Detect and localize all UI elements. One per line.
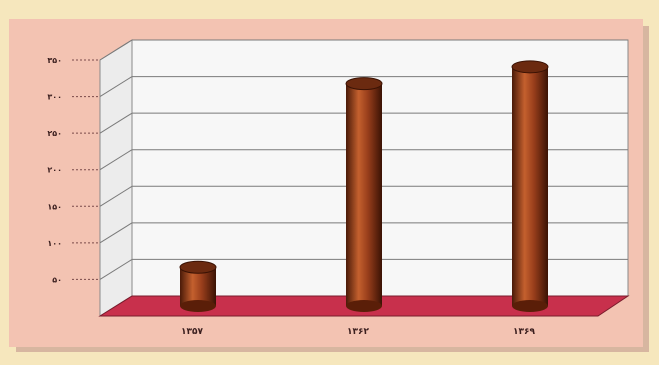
y-tick-label: ۲۰۰	[47, 166, 62, 175]
bar-base	[346, 300, 382, 312]
y-tick-label: ۲۵۰	[47, 129, 62, 138]
bar-body	[346, 83, 382, 306]
gridline-side	[99, 76, 133, 97]
x-axis: ۱۳۵۷ ۱۳۶۲ ۱۳۶۹	[181, 327, 535, 337]
bar-top	[511, 60, 549, 74]
y-tick-label: ۳۵۰	[47, 56, 62, 65]
y-tick-label: ۱۰۰	[47, 239, 62, 248]
bar-base	[180, 300, 216, 312]
y-tick-label: ۱۵۰	[47, 202, 62, 211]
bars	[179, 60, 549, 312]
bar-top	[179, 260, 217, 274]
gridline-side	[99, 259, 133, 280]
x-tick-label: ۱۳۵۷	[181, 327, 203, 337]
side-wall	[99, 39, 133, 317]
gridline-side	[99, 222, 133, 244]
frame-shadow	[643, 26, 649, 352]
bar	[511, 60, 549, 312]
y-tick-label: ۵۰	[52, 275, 62, 284]
bar-body	[512, 66, 548, 306]
gridline-side	[99, 112, 133, 134]
x-tick-label: ۱۳۶۲	[347, 327, 369, 337]
gridline-side	[99, 39, 133, 61]
bar	[345, 77, 383, 312]
bar-base	[512, 300, 548, 312]
frame-shadow-bottom	[16, 347, 649, 352]
gridline-side	[99, 185, 133, 207]
bar-top	[345, 77, 383, 91]
y-tick-label: ۳۰۰	[47, 93, 62, 102]
y-axis: ۵۰ ۱۰۰ ۱۵۰ ۲۰۰ ۲۵۰ ۳۰۰ ۳۵۰	[47, 56, 62, 284]
x-tick-label: ۱۳۶۹	[513, 327, 535, 337]
bar	[179, 260, 217, 312]
gridline-side	[99, 149, 133, 171]
